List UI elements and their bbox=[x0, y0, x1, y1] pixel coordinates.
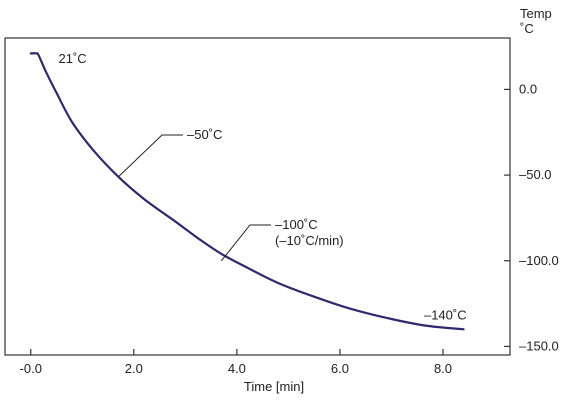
y-axis-label-line2: ˚C bbox=[520, 21, 534, 36]
annotation-line: –100˚C bbox=[275, 217, 318, 232]
y-axis-ticks: 0.0 –50.0 –100.0 –150.0 bbox=[504, 81, 559, 353]
y-axis-label-line1: Temp bbox=[520, 6, 552, 21]
y-tick-label: 0.0 bbox=[519, 81, 537, 96]
x-tick-label: 8.0 bbox=[434, 361, 452, 376]
x-axis-ticks: -0.0 2.0 4.0 6.0 8.0 bbox=[20, 349, 452, 376]
annotation-line: –50˚C bbox=[187, 127, 222, 142]
annotation-label: 21˚C bbox=[58, 51, 86, 66]
annotation-line: (–10˚C/min) bbox=[275, 233, 344, 248]
x-axis-label: Time [min] bbox=[244, 379, 304, 394]
annotation-label: –100˚C (–10˚C/min) bbox=[275, 217, 344, 248]
annotation-label: –140˚C bbox=[424, 307, 467, 322]
x-tick-label: -0.0 bbox=[20, 361, 42, 376]
temperature-curve bbox=[29, 52, 465, 331]
x-tick-label: 2.0 bbox=[125, 361, 143, 376]
y-tick-label: –50.0 bbox=[519, 167, 552, 182]
annotation-line: –140˚C bbox=[424, 307, 467, 322]
plot-frame bbox=[4, 37, 511, 356]
annotations: 21˚C –50˚C –100˚C (–10˚C/min) –140˚C bbox=[58, 51, 466, 322]
annotation-line: 21˚C bbox=[58, 51, 86, 66]
x-tick-label: 4.0 bbox=[228, 361, 246, 376]
y-tick-label: –100.0 bbox=[519, 253, 559, 268]
annotation-label: –50˚C bbox=[187, 127, 222, 142]
annotation-leader-line bbox=[118, 134, 183, 178]
x-tick-label: 6.0 bbox=[331, 361, 349, 376]
annotation-leader-line bbox=[221, 224, 271, 262]
y-tick-label: –150.0 bbox=[519, 338, 559, 353]
